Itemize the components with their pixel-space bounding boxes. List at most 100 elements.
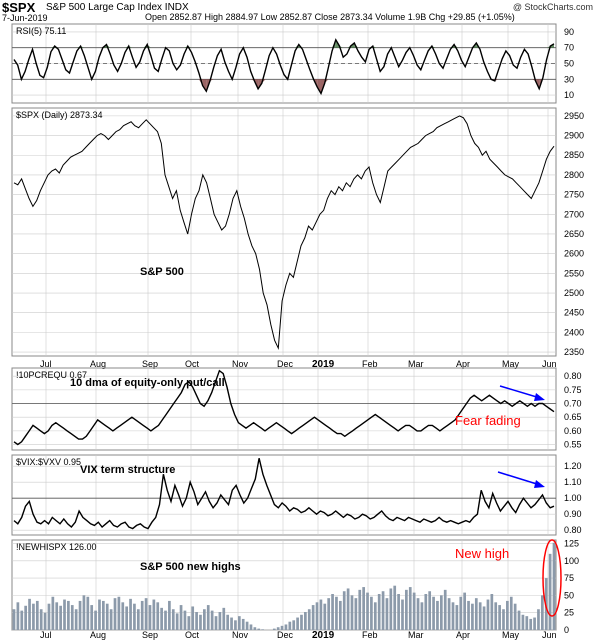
newhighs-bar xyxy=(342,591,346,630)
newhighs-bar xyxy=(160,607,163,630)
spx-ytick: 2850 xyxy=(564,150,584,160)
putcall-ytick: 0.75 xyxy=(564,385,582,395)
newhighs-bar xyxy=(338,600,342,630)
vix-annotation: VIX term structure xyxy=(80,464,175,476)
newhighs-bar xyxy=(408,587,412,630)
chart-header: $SPX S&P 500 Large Cap Index INDX 7-Jun-… xyxy=(0,0,599,23)
newhighs-bar xyxy=(401,599,404,630)
newhighs-bar xyxy=(482,606,486,630)
newhighs-bar xyxy=(168,600,171,630)
newhighs-ytick: 100 xyxy=(564,556,579,566)
newhighs-bar xyxy=(94,610,97,630)
newhighs-bar xyxy=(222,607,226,630)
newhighs-bar xyxy=(261,629,264,630)
newhighs-bar xyxy=(245,621,249,630)
spx-series-line xyxy=(13,115,555,351)
newhighs-bar xyxy=(335,596,338,630)
newhighs-bar xyxy=(346,588,350,630)
newhighs-ytick: 75 xyxy=(564,573,574,583)
newhighs-bar xyxy=(24,605,28,630)
newhighs-xtick: Dec xyxy=(277,630,294,640)
newhighs-bar xyxy=(253,627,257,630)
rsi-panel-label: RSI(5) 75.11 xyxy=(16,26,66,36)
spx-xtick: Dec xyxy=(277,359,294,369)
newhighs-panel-label: !NEWHISPX 126.00 xyxy=(16,542,97,552)
newhighs-bar xyxy=(420,602,424,630)
newhighs-xtick: Apr xyxy=(456,630,470,640)
newhighs-ytick: 50 xyxy=(564,590,574,600)
spx-xtick: Feb xyxy=(362,359,378,369)
spx-xtick: May xyxy=(502,359,520,369)
newhighs-bar xyxy=(486,599,490,630)
rsi-ytick: 70 xyxy=(564,43,574,53)
newhighs-bar xyxy=(292,620,296,630)
newhighs-bar xyxy=(55,602,59,630)
newhighs-bar xyxy=(35,600,39,630)
spx-frame xyxy=(11,107,557,357)
newhighs-xtick: May xyxy=(502,630,520,640)
newhighs-note: New high xyxy=(455,546,509,561)
newhighs-xtick: Jun xyxy=(542,630,557,640)
newhighs-bar xyxy=(471,603,474,630)
newhighs-bar xyxy=(214,616,218,630)
newhighs-bar xyxy=(502,609,505,630)
newhighs-bar xyxy=(164,610,167,630)
newhighs-bar xyxy=(276,627,280,630)
spx-annotation: S&P 500 xyxy=(140,266,184,278)
newhighs-bar xyxy=(59,605,62,630)
newhighs-bar xyxy=(521,614,525,630)
newhighs-xtick: Aug xyxy=(90,630,106,640)
symbol-label: $SPX xyxy=(2,0,36,15)
newhighs-bar xyxy=(494,602,498,630)
newhighs-bar xyxy=(416,598,420,630)
newhighs-bar xyxy=(152,599,156,630)
newhighs-bar xyxy=(288,621,292,630)
newhighs-bar xyxy=(432,596,435,630)
vix-ytick: 0.90 xyxy=(564,509,582,519)
newhighs-bar xyxy=(140,600,144,630)
newhighs-bar xyxy=(102,600,105,630)
spx-ytick: 2750 xyxy=(564,190,584,200)
spx-xtick: Aug xyxy=(90,359,106,369)
newhighs-xtick: Sep xyxy=(142,630,158,640)
newhighs-bar xyxy=(218,612,222,630)
newhighs-bar xyxy=(199,614,202,630)
vix-arrowhead xyxy=(534,480,545,488)
newhighs-bar xyxy=(455,605,459,630)
newhighs-bar xyxy=(237,616,241,630)
spx-xtick: Mar xyxy=(408,359,424,369)
newhighs-bar xyxy=(443,589,447,630)
newhighs-xtick: Mar xyxy=(408,630,424,640)
newhighs-bar xyxy=(397,594,400,630)
spx-ytick: 2400 xyxy=(564,327,584,337)
newhighs-bar xyxy=(478,602,482,630)
newhighs-bar xyxy=(307,609,311,630)
spx-ytick: 2500 xyxy=(564,288,584,298)
newhighs-bar xyxy=(370,596,373,630)
newhighs-bar xyxy=(323,603,327,630)
newhighs-bar xyxy=(537,609,540,630)
vix-series-line xyxy=(13,458,555,530)
newhighs-bar xyxy=(67,600,70,630)
putcall-ytick: 0.80 xyxy=(564,371,582,381)
newhighs-bar xyxy=(179,605,183,630)
newhighs-annotation: S&P 500 new highs xyxy=(140,561,241,573)
vix-panel-label: $VIX:$VXV 0.95 xyxy=(16,457,81,467)
newhighs-bar xyxy=(113,598,117,630)
newhighs-bar xyxy=(362,587,365,630)
newhighs-bar xyxy=(525,616,529,630)
rsi-oversold-fill xyxy=(202,79,207,92)
newhighs-bar xyxy=(304,612,307,630)
newhighs-bar xyxy=(136,609,140,630)
newhighs-bar xyxy=(63,599,66,630)
newhighs-bar xyxy=(191,606,195,630)
spx-ytick: 2550 xyxy=(564,268,584,278)
newhighs-bar xyxy=(517,610,521,630)
newhighs-bar xyxy=(498,605,501,630)
newhighs-bar xyxy=(210,610,214,630)
newhighs-bar xyxy=(315,602,319,630)
newhighs-bar xyxy=(389,588,393,630)
newhighs-bar xyxy=(424,594,428,630)
newhighs-bar xyxy=(350,595,354,630)
newhighs-bar xyxy=(98,599,101,630)
